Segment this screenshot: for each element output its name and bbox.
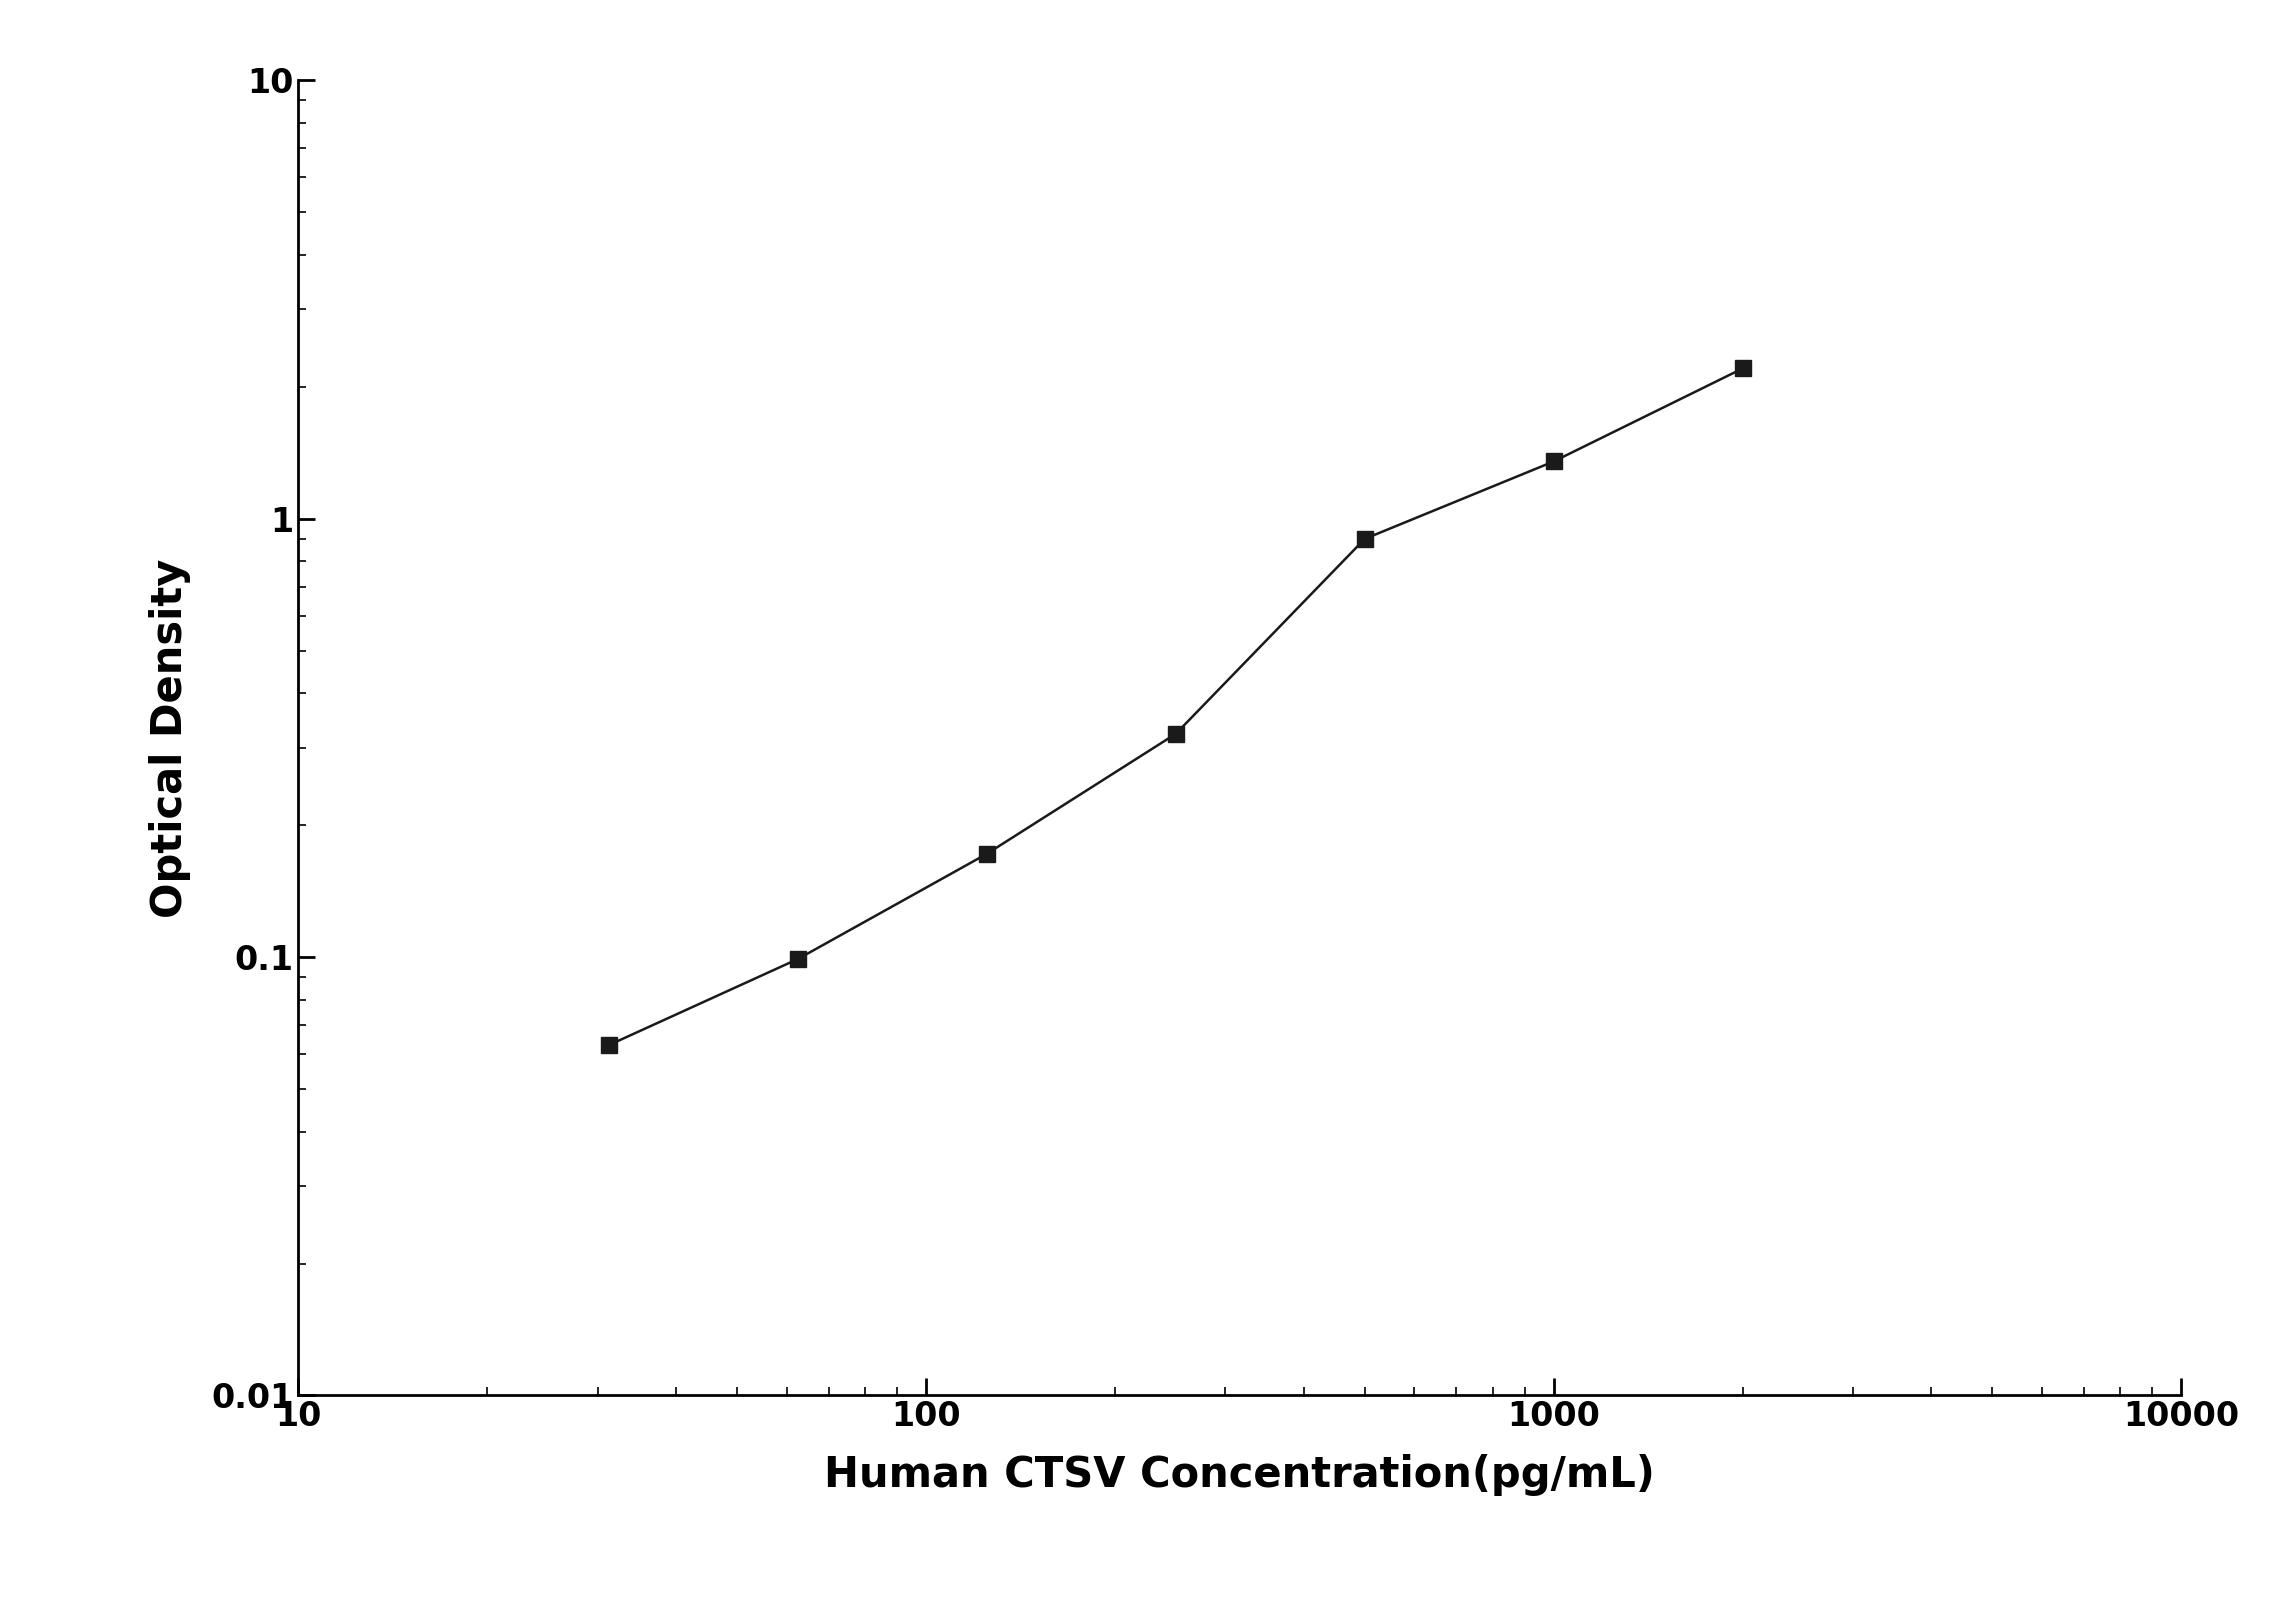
X-axis label: Human CTSV Concentration(pg/mL): Human CTSV Concentration(pg/mL) (824, 1455, 1655, 1497)
Y-axis label: Optical Density: Optical Density (149, 558, 191, 917)
